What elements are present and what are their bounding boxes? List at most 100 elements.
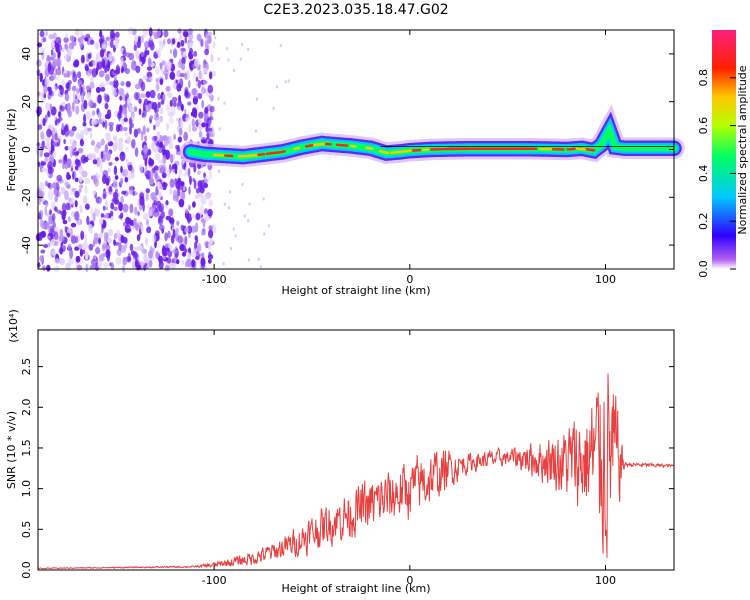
ridge-peak bbox=[390, 150, 405, 154]
y-tick-label: 1.0 bbox=[20, 480, 33, 498]
spectral-blob bbox=[70, 211, 75, 217]
spectral-blob bbox=[43, 244, 49, 248]
spectral-blob bbox=[105, 199, 108, 208]
spectral-blob bbox=[109, 81, 115, 86]
ridge-peak bbox=[585, 148, 596, 152]
spectral-blob bbox=[47, 147, 51, 152]
spectral-blob bbox=[66, 49, 73, 56]
spectral-blob bbox=[177, 41, 181, 48]
spectral-blob bbox=[182, 30, 189, 38]
spectral-blob bbox=[94, 42, 99, 50]
spectral-blob bbox=[71, 85, 77, 92]
spectral-blob bbox=[102, 59, 106, 69]
spectral-blob bbox=[61, 122, 64, 131]
spectral-scatter bbox=[35, 26, 294, 273]
spectral-blob bbox=[104, 119, 108, 130]
spectral-blob bbox=[287, 79, 290, 83]
spectral-blob bbox=[58, 234, 65, 242]
spectral-blob bbox=[181, 251, 187, 257]
spectral-blob bbox=[191, 213, 195, 219]
spectral-blob bbox=[126, 136, 131, 144]
spectral-blob bbox=[95, 52, 100, 63]
spectral-blob bbox=[255, 97, 258, 101]
spectral-blob bbox=[175, 179, 181, 190]
spectral-blob bbox=[59, 257, 66, 266]
spectral-blob bbox=[198, 130, 203, 138]
spectral-blob bbox=[186, 113, 189, 119]
spectral-blob bbox=[60, 242, 64, 247]
spectral-blob bbox=[111, 33, 116, 38]
spectral-blob bbox=[44, 180, 48, 187]
spectral-blob bbox=[169, 178, 175, 188]
spectral-blob bbox=[43, 84, 48, 94]
spectral-blob bbox=[40, 190, 45, 198]
spectral-blob bbox=[197, 181, 203, 190]
spectral-blob bbox=[262, 197, 265, 201]
spectral-blob bbox=[207, 208, 213, 217]
spectral-blob bbox=[70, 222, 77, 228]
spectral-blob bbox=[124, 131, 129, 137]
spectral-blob bbox=[120, 56, 124, 67]
spectral-blob bbox=[47, 182, 52, 188]
spectral-blob bbox=[66, 184, 71, 189]
spectral-blob bbox=[44, 78, 50, 87]
spectral-blob bbox=[72, 149, 75, 156]
spectral-blob bbox=[65, 32, 68, 39]
spectral-blob bbox=[165, 85, 171, 92]
spectral-blob bbox=[195, 76, 199, 83]
spectral-blob bbox=[135, 261, 141, 271]
spectral-blob bbox=[121, 190, 127, 195]
ridge-peak bbox=[279, 150, 286, 154]
spectral-blob bbox=[129, 203, 134, 214]
spectral-blob bbox=[161, 172, 167, 179]
spectral-blob bbox=[75, 105, 80, 115]
spectral-blob bbox=[88, 152, 93, 160]
spectral-blob bbox=[102, 121, 106, 128]
spectral-blob bbox=[112, 191, 119, 199]
spectral-blob bbox=[155, 120, 161, 127]
spectral-blob bbox=[102, 193, 107, 200]
ridge-peak bbox=[265, 151, 281, 156]
spectral-blob bbox=[164, 264, 170, 272]
spectral-blob bbox=[99, 30, 103, 38]
spectral-blob bbox=[70, 148, 73, 158]
spectral-blob bbox=[107, 228, 114, 237]
spectral-blob bbox=[55, 43, 60, 53]
spectral-blob bbox=[166, 92, 173, 98]
spectral-blob bbox=[168, 137, 172, 143]
spectral-blob bbox=[171, 38, 176, 45]
spectral-blob bbox=[89, 132, 93, 139]
spectral-blob bbox=[125, 146, 129, 153]
spectral-blob bbox=[96, 61, 100, 72]
spectral-blob bbox=[116, 124, 120, 133]
spectral-blob bbox=[149, 89, 156, 99]
spectral-blob bbox=[172, 101, 177, 108]
spectral-blob bbox=[210, 53, 214, 63]
spectral-blob bbox=[134, 83, 141, 90]
spectral-blob bbox=[62, 209, 67, 217]
spectral-blob bbox=[46, 141, 50, 149]
spectral-blob bbox=[64, 225, 68, 233]
spectral-blob bbox=[82, 121, 87, 127]
spectral-blob bbox=[181, 57, 186, 65]
spectral-blob bbox=[84, 65, 89, 72]
spectral-blob bbox=[122, 203, 129, 213]
spectral-blob bbox=[141, 248, 147, 254]
spectral-blob bbox=[201, 100, 205, 109]
spectral-blob bbox=[90, 140, 95, 146]
spectral-blob bbox=[57, 118, 61, 124]
spectral-blob bbox=[62, 245, 66, 252]
x-tick-label: -100 bbox=[202, 273, 227, 286]
spectral-blob bbox=[208, 229, 214, 239]
spectral-blob bbox=[207, 37, 212, 45]
spectral-blob bbox=[72, 61, 79, 68]
spectral-blob bbox=[47, 110, 50, 117]
spectral-blob bbox=[75, 150, 80, 156]
spectral-blob bbox=[54, 132, 58, 141]
spectral-blob bbox=[131, 139, 136, 149]
spectral-blob bbox=[183, 172, 187, 177]
spectral-blob bbox=[41, 140, 45, 150]
spectral-blob bbox=[103, 231, 107, 242]
spectral-blob bbox=[125, 158, 129, 165]
spectral-blob bbox=[67, 102, 71, 112]
